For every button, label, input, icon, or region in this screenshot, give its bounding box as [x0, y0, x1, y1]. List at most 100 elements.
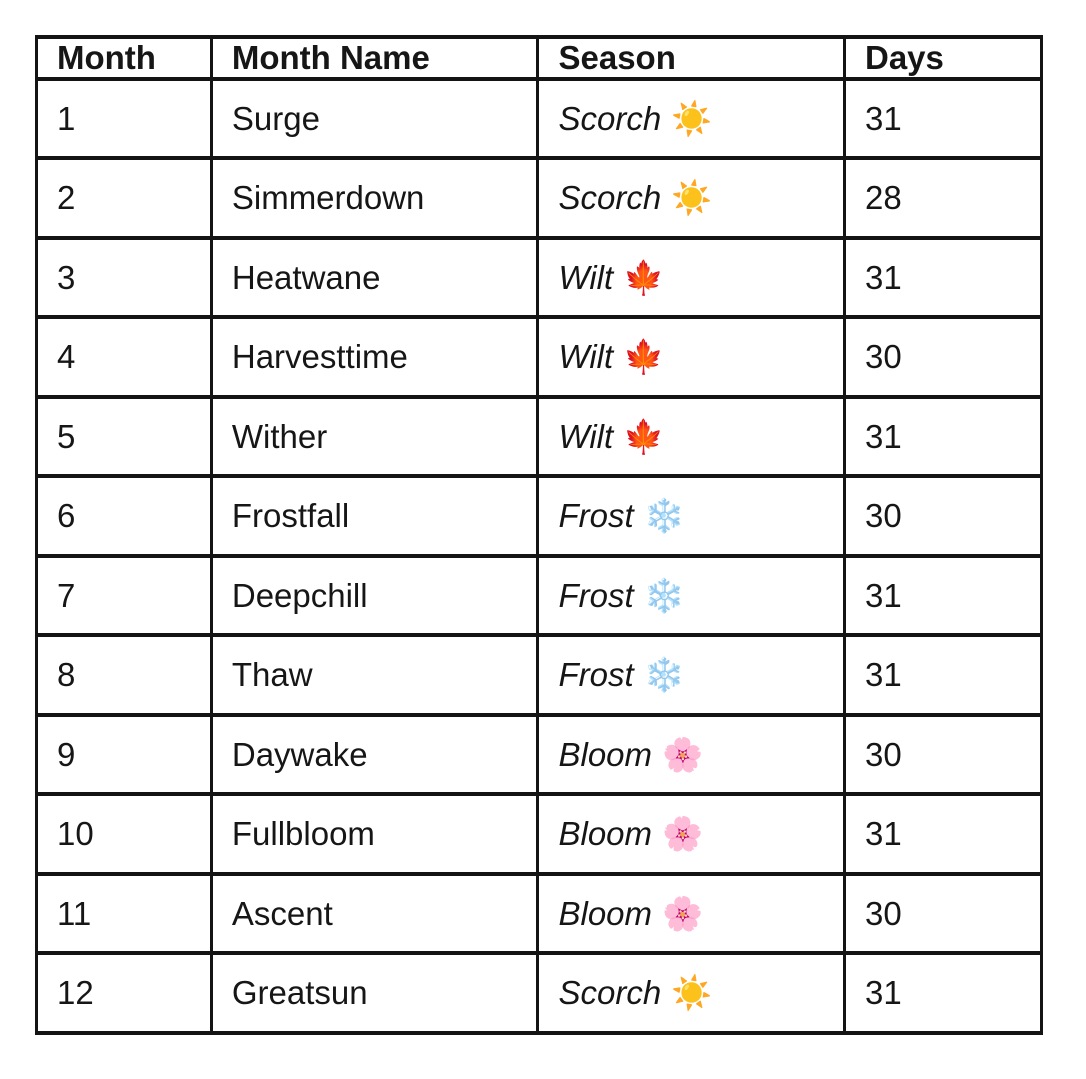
snowflake-icon: ❄️ [643, 656, 685, 694]
cell-days: 30 [843, 871, 1043, 956]
month-name: Frostfall [231, 497, 350, 535]
cell-days: 31 [843, 633, 1043, 717]
column-header-days: Days [843, 35, 1043, 81]
cell-season: Frost ❄️ [536, 553, 846, 638]
cell-month-number: 6 [35, 474, 213, 558]
cell-month-name: Surge [209, 76, 540, 161]
cell-month-number: 4 [35, 315, 213, 399]
days-count: 28 [865, 179, 902, 217]
season-name: Wilt [558, 338, 614, 376]
season-name: Bloom [558, 894, 653, 932]
cell-month-name: Fullbloom [209, 792, 540, 876]
month-name: Ascent [231, 894, 333, 932]
cell-month-name: Daywake [209, 712, 540, 797]
cell-month-number: 11 [35, 871, 213, 956]
blossom-icon: 🌸 [662, 894, 704, 932]
cell-month-number: 3 [35, 235, 213, 320]
month-number: 8 [57, 656, 76, 694]
cell-month-number: 12 [35, 951, 213, 1035]
table-row: 11 Ascent Bloom 🌸 30 [35, 871, 1043, 956]
cell-season: Frost ❄️ [536, 474, 846, 558]
month-name: Greatsun [231, 974, 368, 1012]
season-name: Frost [558, 497, 634, 535]
month-name: Heatwane [231, 258, 381, 296]
cell-season: Wilt 🍁 [536, 394, 846, 479]
cell-month-number: 5 [35, 394, 213, 479]
month-name: Daywake [231, 735, 368, 773]
blossom-icon: 🌸 [662, 735, 704, 773]
table-row: 10 Fullbloom Bloom 🌸 31 [35, 792, 1043, 876]
cell-days: 31 [843, 394, 1043, 479]
sun-icon: ☀️ [671, 974, 713, 1012]
month-number: 7 [57, 576, 76, 614]
cell-days: 30 [843, 315, 1043, 399]
cell-days: 30 [843, 474, 1043, 558]
table-row: 3 Heatwane Wilt 🍁 31 [35, 235, 1043, 320]
season-name: Bloom [558, 815, 653, 853]
cell-days: 30 [843, 712, 1043, 797]
cell-days: 31 [843, 76, 1043, 161]
month-number: 11 [57, 894, 92, 932]
days-count: 30 [865, 735, 902, 773]
cell-month-name: Deepchill [209, 553, 540, 638]
table-row: 2 Simmerdown Scorch ☀️ 28 [35, 156, 1043, 240]
table-body: 1 Surge Scorch ☀️ 31 2 Simmerdown Scorch ☀… [35, 76, 1043, 1035]
season-name: Frost [558, 656, 634, 694]
cell-month-number: 8 [35, 633, 213, 717]
days-count: 31 [865, 974, 902, 1012]
cell-season: Scorch ☀️ [536, 951, 846, 1035]
month-name: Simmerdown [231, 179, 425, 217]
season-name: Bloom [558, 735, 653, 773]
cell-season: Scorch ☀️ [536, 156, 846, 240]
days-count: 30 [865, 497, 902, 535]
month-number: 12 [57, 974, 94, 1012]
column-header-month: Month [35, 35, 213, 81]
cell-month-name: Harvesttime [209, 315, 540, 399]
months-table: Month Month Name Season Days 1 Surge Sco… [35, 35, 1043, 1035]
cell-month-number: 9 [35, 712, 213, 797]
table-row: 8 Thaw Frost ❄️ 31 [35, 633, 1043, 717]
snowflake-icon: ❄️ [643, 576, 685, 614]
table-row: 7 Deepchill Frost ❄️ 31 [35, 553, 1043, 638]
maple-leaf-icon: 🍁 [623, 417, 665, 455]
cell-season: Wilt 🍁 [536, 315, 846, 399]
cell-month-name: Heatwane [209, 235, 540, 320]
days-count: 31 [865, 815, 902, 853]
month-number: 3 [57, 258, 76, 296]
season-name: Frost [558, 576, 634, 614]
season-name: Wilt [558, 417, 614, 455]
cell-season: Bloom 🌸 [536, 712, 846, 797]
table-row: 5 Wither Wilt 🍁 31 [35, 394, 1043, 479]
table-row: 9 Daywake Bloom 🌸 30 [35, 712, 1043, 797]
cell-season: Frost ❄️ [536, 633, 846, 717]
month-number: 9 [57, 735, 76, 773]
table-row: 6 Frostfall Frost ❄️ 30 [35, 474, 1043, 558]
sun-icon: ☀️ [671, 179, 713, 217]
season-name: Scorch [558, 179, 662, 217]
month-number: 6 [57, 497, 76, 535]
days-count: 31 [865, 656, 902, 694]
header-row: Month Month Name Season Days [35, 35, 1043, 81]
month-number: 2 [57, 179, 76, 217]
column-header-month-name: Month Name [209, 35, 540, 81]
table-row: 1 Surge Scorch ☀️ 31 [35, 76, 1043, 161]
month-number: 4 [57, 338, 76, 376]
cell-season: Bloom 🌸 [536, 871, 846, 956]
table-row: 12 Greatsun Scorch ☀️ 31 [35, 951, 1043, 1035]
cell-season: Wilt 🍁 [536, 235, 846, 320]
cell-days: 31 [843, 951, 1043, 1035]
maple-leaf-icon: 🍁 [623, 258, 665, 296]
month-name: Thaw [231, 656, 313, 694]
month-name: Surge [231, 99, 320, 137]
days-count: 31 [865, 99, 902, 137]
cell-days: 31 [843, 235, 1043, 320]
season-name: Scorch [558, 99, 662, 137]
days-count: 30 [865, 894, 902, 932]
maple-leaf-icon: 🍁 [623, 338, 665, 376]
cell-month-name: Frostfall [209, 474, 540, 558]
season-name: Scorch [558, 974, 662, 1012]
days-count: 31 [865, 576, 902, 614]
days-count: 31 [865, 417, 902, 455]
cell-month-name: Simmerdown [209, 156, 540, 240]
